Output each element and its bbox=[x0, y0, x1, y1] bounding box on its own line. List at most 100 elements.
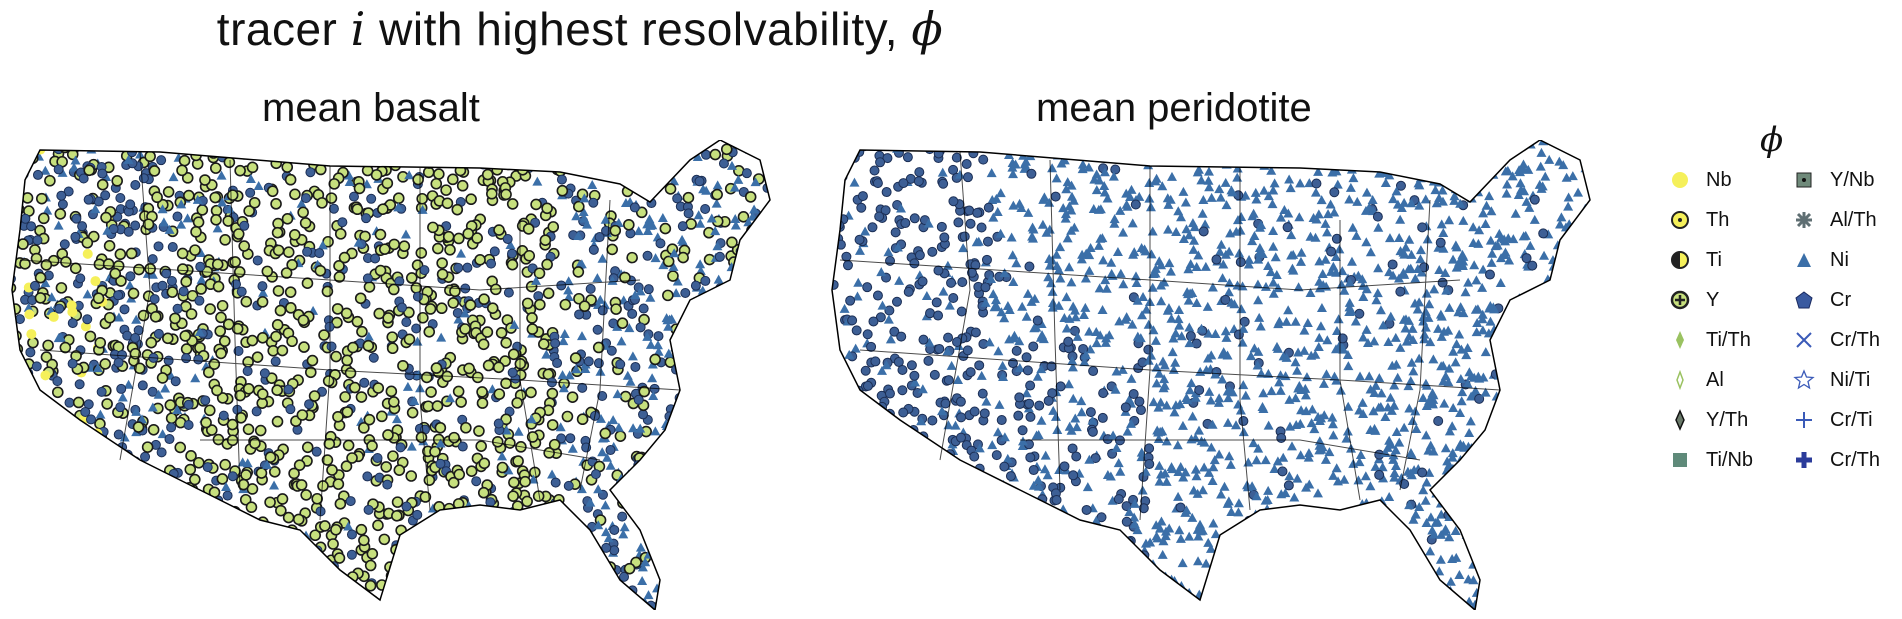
map-marker bbox=[1359, 518, 1370, 528]
map-marker bbox=[341, 406, 354, 418]
map-marker bbox=[1098, 388, 1109, 399]
map-marker bbox=[616, 158, 627, 168]
map-marker bbox=[168, 489, 179, 500]
map-marker bbox=[340, 307, 353, 320]
map-marker bbox=[1098, 255, 1109, 265]
map-marker bbox=[102, 140, 114, 151]
map-marker bbox=[456, 521, 469, 534]
map-marker bbox=[225, 140, 238, 148]
map-marker bbox=[472, 603, 485, 610]
map-marker bbox=[1220, 294, 1231, 305]
map-marker bbox=[1591, 192, 1601, 201]
map-marker bbox=[12, 489, 23, 502]
map-marker bbox=[1206, 192, 1217, 202]
map-marker bbox=[1257, 401, 1268, 411]
map-marker bbox=[132, 493, 145, 505]
map-marker bbox=[763, 140, 770, 149]
map-marker bbox=[645, 220, 656, 230]
map-marker bbox=[233, 266, 246, 278]
map-marker bbox=[1447, 553, 1458, 563]
map-marker bbox=[35, 437, 48, 450]
map-marker bbox=[751, 296, 762, 306]
map-marker bbox=[732, 383, 745, 395]
map-marker bbox=[1589, 387, 1590, 397]
map-marker bbox=[923, 513, 934, 524]
map-marker bbox=[82, 474, 95, 487]
map-marker bbox=[1310, 187, 1321, 197]
map-marker bbox=[491, 435, 504, 448]
map-marker bbox=[1153, 402, 1164, 412]
map-marker bbox=[1096, 557, 1107, 567]
map-marker bbox=[1184, 385, 1195, 395]
map-marker bbox=[943, 577, 954, 588]
map-marker bbox=[1333, 476, 1344, 486]
map-marker bbox=[1504, 496, 1515, 506]
map-marker bbox=[1012, 568, 1023, 578]
map-marker bbox=[1526, 386, 1537, 396]
map-marker bbox=[323, 437, 336, 450]
map-marker bbox=[1100, 337, 1111, 347]
map-marker bbox=[1055, 242, 1066, 252]
map-marker bbox=[635, 423, 646, 433]
map-marker bbox=[1286, 551, 1297, 561]
map-marker bbox=[1401, 156, 1412, 166]
map-marker bbox=[1238, 416, 1249, 427]
map-marker bbox=[1115, 268, 1126, 278]
map-marker bbox=[552, 358, 563, 369]
map-marker bbox=[431, 400, 444, 412]
map-marker bbox=[157, 204, 168, 214]
map-marker bbox=[216, 473, 229, 485]
map-marker bbox=[1300, 383, 1311, 393]
map-marker bbox=[981, 484, 992, 495]
map-marker bbox=[496, 557, 507, 567]
map-marker bbox=[176, 263, 189, 275]
map-marker bbox=[861, 567, 872, 578]
map-marker bbox=[61, 140, 74, 149]
map-marker bbox=[743, 545, 754, 556]
map-marker bbox=[343, 521, 354, 531]
map-marker bbox=[404, 576, 417, 588]
map-marker bbox=[704, 532, 717, 544]
map-marker bbox=[140, 543, 151, 554]
map-marker bbox=[892, 242, 903, 252]
map-marker bbox=[737, 210, 750, 223]
map-marker bbox=[1251, 491, 1262, 501]
map-marker bbox=[264, 451, 277, 463]
map-marker bbox=[226, 526, 239, 539]
map-marker bbox=[452, 385, 465, 398]
map-marker bbox=[1021, 388, 1032, 398]
map-marker bbox=[1174, 320, 1185, 330]
map-marker bbox=[576, 331, 587, 341]
map-marker bbox=[1406, 357, 1417, 367]
map-marker bbox=[182, 572, 195, 584]
map-marker bbox=[89, 437, 101, 449]
map-marker bbox=[299, 217, 312, 229]
map-marker bbox=[1202, 301, 1213, 311]
map-marker bbox=[1081, 581, 1092, 591]
map-marker bbox=[472, 562, 485, 575]
map-marker bbox=[743, 376, 754, 386]
map-marker bbox=[1395, 180, 1406, 191]
map-marker bbox=[1390, 332, 1401, 342]
map-marker bbox=[232, 228, 245, 240]
map-marker bbox=[1375, 140, 1386, 146]
map-marker bbox=[913, 558, 924, 569]
map-marker bbox=[289, 188, 301, 201]
map-marker bbox=[1537, 502, 1548, 512]
map-marker bbox=[1091, 338, 1102, 348]
map-marker bbox=[743, 446, 754, 457]
map-marker bbox=[178, 286, 189, 297]
map-marker bbox=[50, 458, 62, 471]
map-marker bbox=[609, 224, 622, 237]
map-marker bbox=[746, 244, 758, 257]
map-marker bbox=[593, 146, 604, 156]
map-marker bbox=[97, 476, 108, 486]
map-marker bbox=[1036, 415, 1047, 425]
map-marker bbox=[1567, 364, 1578, 374]
map-marker bbox=[1120, 314, 1131, 324]
map-marker bbox=[967, 508, 978, 518]
map-marker bbox=[948, 553, 959, 564]
map-marker bbox=[619, 571, 630, 582]
map-marker bbox=[1250, 156, 1261, 166]
map-marker bbox=[493, 224, 505, 236]
